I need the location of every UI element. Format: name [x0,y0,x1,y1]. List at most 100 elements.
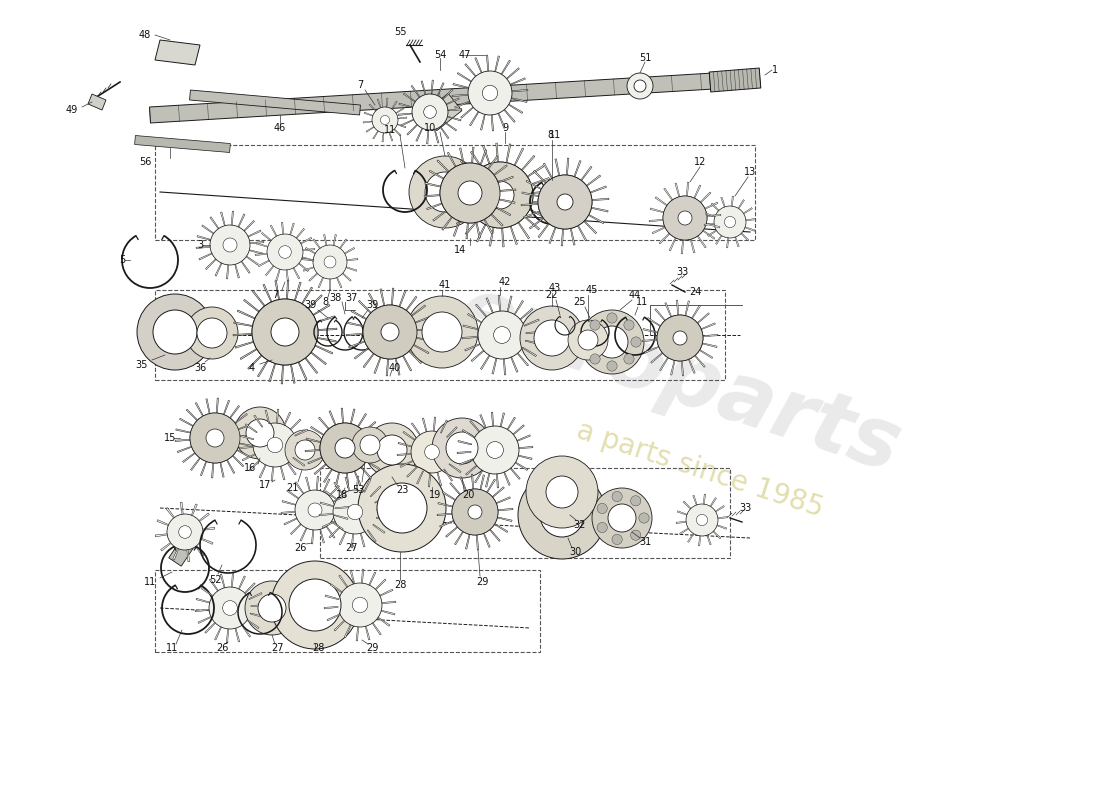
Circle shape [590,354,601,364]
Text: 12: 12 [694,157,706,167]
Polygon shape [502,60,510,74]
Polygon shape [265,410,269,424]
Polygon shape [318,338,337,342]
Polygon shape [198,617,211,623]
Polygon shape [442,491,455,500]
Circle shape [377,483,427,533]
Polygon shape [694,185,701,198]
Polygon shape [201,587,213,596]
Polygon shape [693,495,697,505]
Circle shape [627,73,653,99]
Circle shape [314,245,346,279]
Polygon shape [227,265,229,279]
Polygon shape [483,533,491,547]
Polygon shape [538,223,549,238]
Polygon shape [465,64,476,77]
Polygon shape [341,408,343,423]
Circle shape [557,194,573,210]
Polygon shape [654,309,666,321]
Circle shape [607,361,617,371]
Polygon shape [382,133,384,142]
Polygon shape [346,258,358,261]
Polygon shape [334,472,340,487]
Polygon shape [157,520,168,526]
Polygon shape [443,469,453,481]
Circle shape [372,107,398,133]
Polygon shape [411,423,420,435]
Polygon shape [448,152,456,167]
Polygon shape [427,130,429,144]
Circle shape [686,504,718,536]
Text: 30: 30 [569,547,581,557]
Text: 33: 33 [675,267,689,277]
Text: 18: 18 [336,490,348,500]
Polygon shape [475,304,487,317]
Polygon shape [211,463,213,478]
Polygon shape [392,288,394,305]
Text: 41: 41 [439,280,451,290]
Polygon shape [233,322,253,326]
Polygon shape [492,412,494,426]
Circle shape [336,438,355,458]
Polygon shape [645,346,659,354]
Polygon shape [681,361,684,376]
Text: 8: 8 [547,130,553,140]
Polygon shape [685,301,690,316]
Polygon shape [486,298,493,313]
Circle shape [631,337,641,347]
Circle shape [377,435,407,465]
Polygon shape [549,227,556,243]
Circle shape [540,493,584,537]
Polygon shape [324,595,339,600]
Text: 9: 9 [502,123,508,133]
Text: 11: 11 [636,297,648,307]
Circle shape [278,246,292,258]
Polygon shape [462,337,478,339]
Circle shape [352,598,367,613]
Polygon shape [411,305,426,316]
Polygon shape [282,501,296,506]
Polygon shape [366,126,374,132]
Polygon shape [440,126,449,138]
Polygon shape [199,513,209,522]
Polygon shape [183,453,195,462]
Polygon shape [306,477,310,490]
Polygon shape [448,109,462,111]
Circle shape [190,413,240,463]
Polygon shape [458,441,472,445]
Polygon shape [718,516,728,518]
Polygon shape [574,161,581,177]
Polygon shape [415,316,431,323]
Circle shape [678,211,692,225]
Circle shape [222,601,238,615]
Polygon shape [333,234,337,246]
Polygon shape [293,458,305,466]
Polygon shape [244,221,254,231]
Polygon shape [317,316,334,322]
Polygon shape [248,355,262,370]
Polygon shape [448,116,461,121]
Circle shape [167,514,204,550]
Polygon shape [512,98,527,102]
Text: 23: 23 [396,485,408,495]
Polygon shape [498,113,505,128]
Circle shape [452,489,498,535]
Polygon shape [592,198,609,201]
Polygon shape [386,359,388,376]
Circle shape [365,423,419,477]
Polygon shape [471,151,482,168]
Polygon shape [416,338,433,342]
Polygon shape [486,479,495,493]
Polygon shape [239,576,245,589]
Polygon shape [475,58,482,73]
Polygon shape [368,572,376,586]
Polygon shape [497,517,513,522]
Circle shape [634,80,646,92]
Polygon shape [337,278,342,288]
Circle shape [597,503,607,514]
Polygon shape [240,435,254,440]
Polygon shape [398,113,412,115]
Polygon shape [453,171,471,181]
Polygon shape [406,296,417,310]
Polygon shape [676,300,679,315]
